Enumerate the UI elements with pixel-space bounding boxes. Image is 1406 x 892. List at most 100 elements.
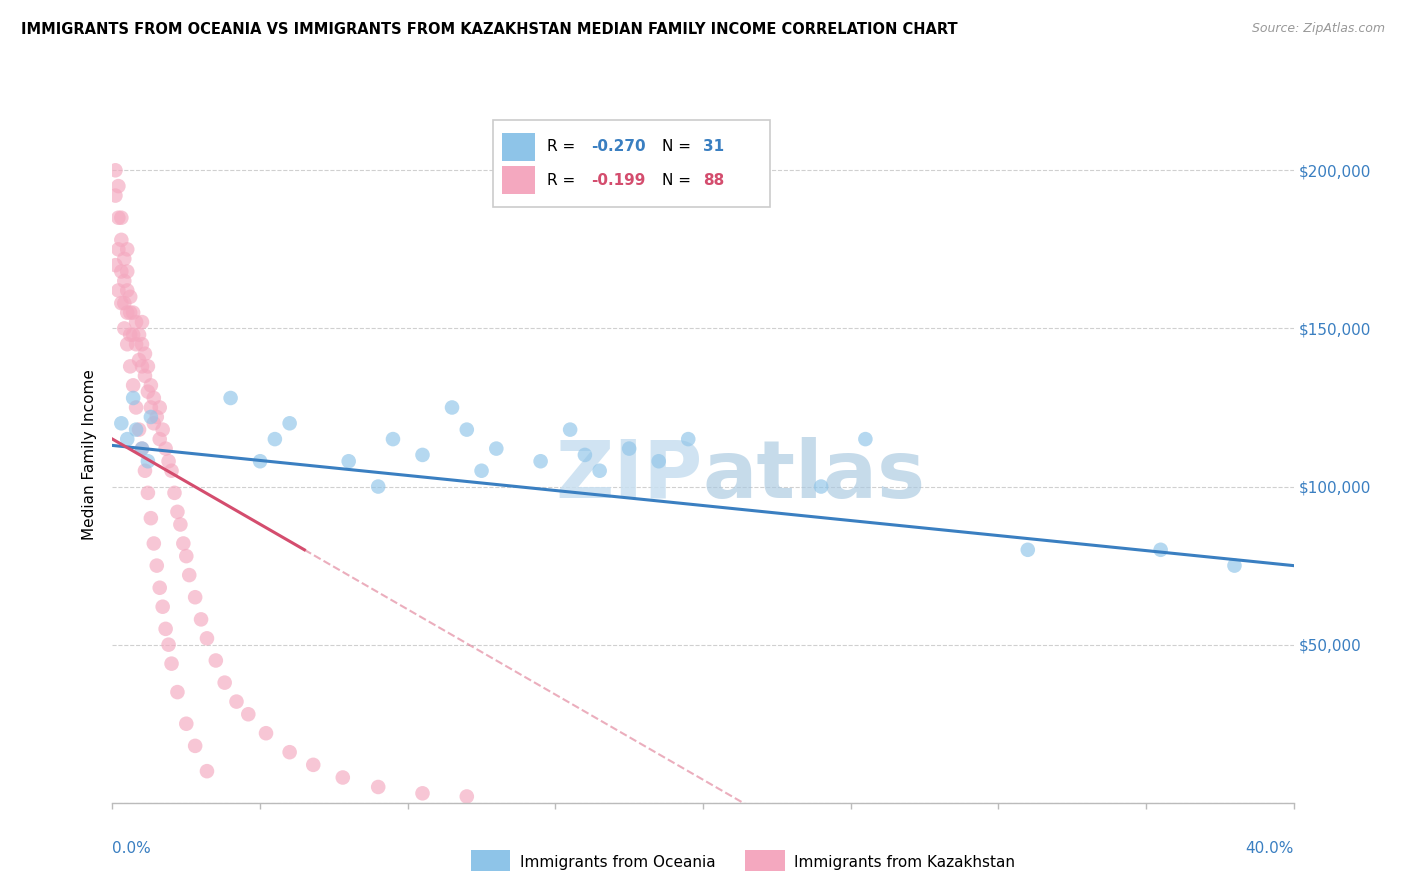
Point	[107, 284, 129, 298]
Text: Immigrants from Kazakhstan: Immigrants from Kazakhstan	[794, 855, 1015, 870]
FancyBboxPatch shape	[502, 166, 536, 194]
Point	[184, 591, 207, 605]
Point	[125, 401, 148, 415]
Point	[174, 549, 197, 563]
Point	[107, 243, 129, 257]
Point	[238, 707, 260, 722]
Point	[179, 568, 201, 582]
Point	[264, 432, 287, 446]
Point	[149, 581, 172, 595]
Point	[172, 536, 194, 550]
Point	[104, 163, 127, 178]
Point	[122, 327, 145, 342]
Point	[470, 464, 494, 478]
Point	[134, 368, 156, 383]
Point	[128, 353, 150, 368]
Point	[574, 448, 596, 462]
Point	[249, 454, 271, 468]
Point	[195, 764, 218, 779]
Point	[142, 391, 165, 405]
Point	[117, 305, 138, 319]
Point	[149, 432, 172, 446]
Point	[1223, 558, 1246, 573]
Point	[131, 442, 153, 456]
Point	[122, 391, 145, 405]
FancyBboxPatch shape	[492, 120, 770, 207]
Point	[152, 599, 174, 614]
Point	[120, 290, 142, 304]
Point	[146, 558, 169, 573]
Text: -0.270: -0.270	[591, 139, 645, 154]
Text: atlas: atlas	[703, 437, 927, 515]
Text: -0.199: -0.199	[591, 172, 645, 187]
Point	[107, 211, 129, 225]
Point	[529, 454, 551, 468]
Point	[157, 454, 180, 468]
Point	[110, 264, 132, 278]
Point	[117, 432, 138, 446]
Point	[139, 378, 162, 392]
Point	[278, 745, 301, 759]
Point	[104, 258, 127, 272]
Point	[142, 417, 165, 431]
Point	[810, 479, 832, 493]
Point	[125, 315, 148, 329]
Point	[139, 409, 162, 424]
Point	[155, 442, 177, 456]
Point	[382, 432, 405, 446]
Point	[152, 423, 174, 437]
Point	[131, 442, 153, 456]
Point	[131, 359, 153, 374]
Text: Immigrants from Oceania: Immigrants from Oceania	[520, 855, 716, 870]
FancyBboxPatch shape	[502, 133, 536, 161]
Point	[1017, 542, 1039, 557]
Point	[120, 305, 142, 319]
Point	[367, 780, 389, 794]
Point	[131, 337, 153, 351]
Point	[160, 657, 183, 671]
Point	[112, 252, 135, 266]
Point	[619, 442, 641, 456]
Text: IMMIGRANTS FROM OCEANIA VS IMMIGRANTS FROM KAZAKHSTAN MEDIAN FAMILY INCOME CORRE: IMMIGRANTS FROM OCEANIA VS IMMIGRANTS FR…	[21, 22, 957, 37]
Text: N =: N =	[662, 172, 690, 187]
Text: ZIP: ZIP	[555, 437, 703, 515]
Point	[136, 384, 159, 399]
Point	[142, 536, 165, 550]
Point	[117, 243, 138, 257]
Point	[214, 675, 236, 690]
Point	[128, 327, 150, 342]
Point	[110, 233, 132, 247]
Point	[332, 771, 354, 785]
Point	[155, 622, 177, 636]
Point	[146, 409, 169, 424]
Point	[558, 423, 582, 437]
Point	[134, 347, 156, 361]
Point	[122, 378, 145, 392]
Y-axis label: Median Family Income: Median Family Income	[82, 369, 97, 541]
Point	[139, 401, 162, 415]
Text: 40.0%: 40.0%	[1246, 841, 1294, 856]
Text: N =: N =	[662, 139, 690, 154]
Point	[163, 486, 186, 500]
Point	[110, 211, 132, 225]
Point	[117, 264, 138, 278]
Point	[367, 479, 389, 493]
Point	[112, 274, 135, 288]
Point	[302, 757, 325, 772]
Point	[456, 789, 478, 804]
Point	[190, 612, 212, 626]
Point	[107, 179, 129, 194]
Point	[225, 695, 247, 709]
Point	[117, 284, 138, 298]
Point	[485, 442, 508, 456]
Point	[1150, 542, 1173, 557]
Point	[456, 423, 478, 437]
Text: 31: 31	[703, 139, 724, 154]
Point	[411, 448, 433, 462]
Point	[112, 296, 135, 310]
Point	[120, 327, 142, 342]
Point	[136, 454, 159, 468]
Point	[125, 423, 148, 437]
Text: R =: R =	[547, 139, 575, 154]
Text: Source: ZipAtlas.com: Source: ZipAtlas.com	[1251, 22, 1385, 36]
